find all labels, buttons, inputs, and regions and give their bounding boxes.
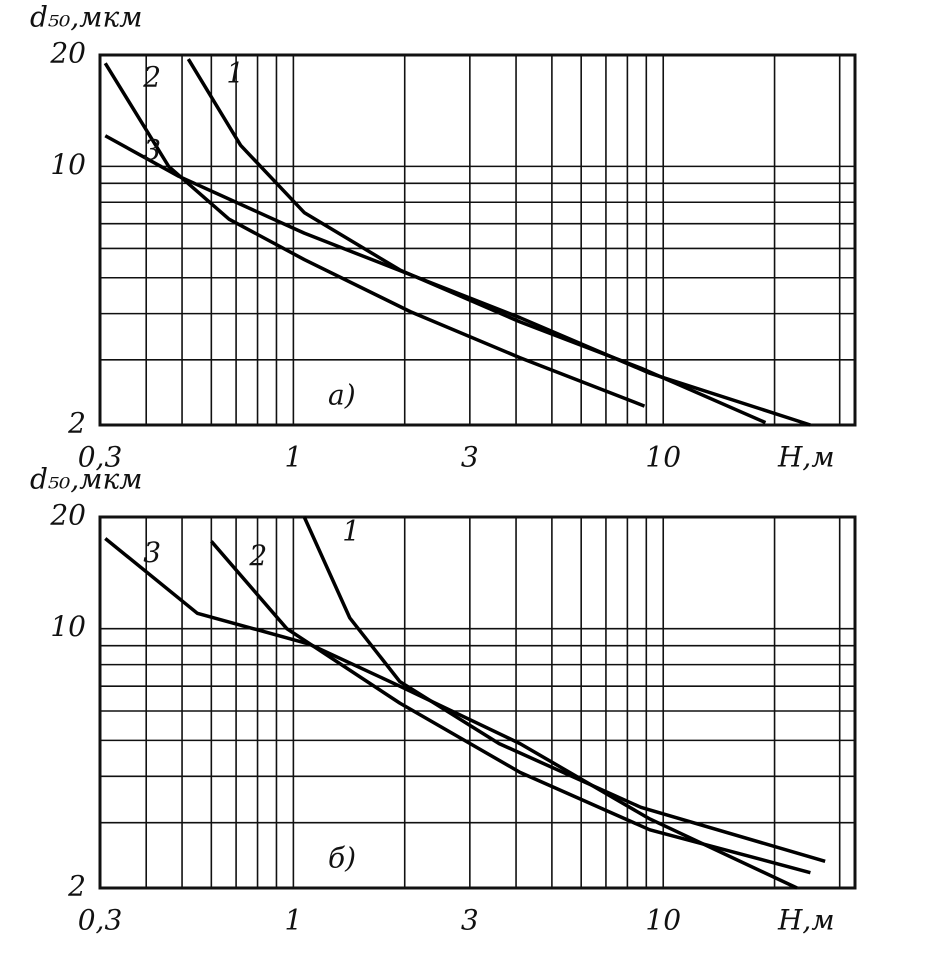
y-tick-label: 10 [50, 148, 86, 181]
y-tick-label: 10 [50, 610, 86, 643]
series-label: 1 [342, 515, 360, 548]
series-label: 2 [142, 61, 161, 94]
y-tick-label: 2 [67, 870, 86, 903]
y-tick-label: 20 [49, 37, 86, 70]
series-label: 1 [226, 57, 244, 90]
x-axis-label: H,м [777, 441, 835, 474]
plot-frame [98, 515, 857, 890]
x-tick-label: 0,3 [78, 441, 123, 474]
y-tick-label: 20 [49, 499, 86, 532]
y-axis-label: d₅₀,мкм [30, 1, 142, 34]
y-tick-label: 2 [67, 407, 86, 440]
x-tick-label: 3 [461, 904, 479, 937]
series-line [210, 540, 811, 875]
x-tick-label: 1 [284, 441, 302, 474]
series-line [302, 516, 826, 864]
x-axis-label: H,м [777, 904, 835, 937]
x-tick-label: 1 [284, 904, 302, 937]
x-tick-label: 3 [461, 441, 479, 474]
panel-label: б) [328, 842, 356, 875]
panel-label: а) [328, 379, 356, 412]
x-tick-label: 10 [645, 904, 681, 937]
series-label: 3 [143, 536, 161, 569]
series-line [186, 58, 767, 425]
series-label: 2 [248, 539, 267, 572]
x-tick-label: 10 [645, 441, 681, 474]
series-line [104, 134, 811, 427]
plot-frame [98, 53, 857, 427]
series-label: 3 [143, 133, 161, 166]
y-axis-label: d₅₀,мкм [30, 463, 142, 496]
series-line [104, 537, 798, 890]
x-tick-label: 0,3 [78, 904, 123, 937]
series-line [103, 62, 646, 408]
